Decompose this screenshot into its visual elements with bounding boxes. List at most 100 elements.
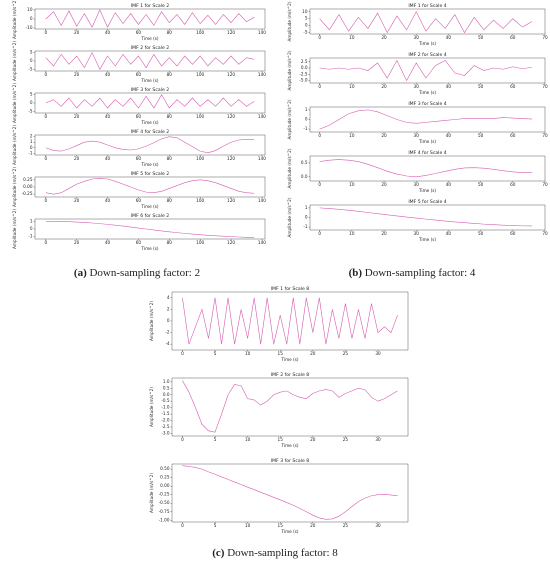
x-tick-label: 20 — [310, 351, 316, 356]
x-tick-label: 5 — [214, 523, 217, 528]
x-tick-label: 15 — [278, 523, 284, 528]
y-tick-label: -0.75 — [159, 509, 170, 514]
y-tick-label: 0 — [30, 58, 33, 63]
x-axis-label: Time (s) — [140, 162, 158, 167]
x-tick-label: 80 — [167, 198, 173, 203]
x-tick-label: 15 — [278, 351, 284, 356]
x-tick-label: 120 — [227, 240, 235, 245]
plot-title: IMF 6 for Scale 2 — [131, 213, 169, 219]
plot-title: IMF 2 for Scale 2 — [131, 45, 169, 51]
y-tick-label: -5 — [28, 66, 33, 71]
x-tick-label: 5 — [214, 437, 217, 442]
y-tick-label: 0 — [305, 215, 308, 220]
y-axis-label: Amplitude (m/s^2) — [149, 387, 154, 427]
y-tick-label: 0 — [305, 117, 308, 122]
y-tick-label: 0 — [305, 23, 308, 28]
x-tick-label: 60 — [510, 35, 516, 40]
x-tick-label: 60 — [136, 240, 142, 245]
x-tick-label: 70 — [542, 182, 548, 187]
y-axis-label: Amplitude (m/s^2) — [12, 83, 17, 123]
x-tick-label: 40 — [105, 72, 111, 77]
x-tick-label: 25 — [343, 351, 349, 356]
y-tick-label: 0.0 — [163, 392, 170, 397]
x-tick-label: 30 — [375, 351, 381, 356]
plot-title: IMF 1 for Scale 8 — [271, 286, 309, 292]
plot-title: IMF 5 for Scale 4 — [408, 199, 446, 205]
x-tick-label: 70 — [542, 35, 548, 40]
caption-label: (b) — [349, 267, 363, 279]
y-tick-label: -1.5 — [161, 411, 170, 416]
x-tick-label: 15 — [278, 437, 284, 442]
x-tick-label: 30 — [375, 437, 381, 442]
y-tick-label: -0.50 — [159, 500, 170, 505]
x-tick-label: 140 — [258, 240, 266, 245]
x-tick-label: 0 — [181, 523, 184, 528]
y-tick-label: 0.25 — [23, 177, 33, 182]
y-axis-label: Amplitude (m/s^2) — [287, 197, 292, 237]
x-tick-label: 30 — [414, 182, 420, 187]
line — [319, 59, 533, 82]
x-tick-label: 0 — [318, 84, 321, 89]
x-tick-label: 40 — [105, 30, 111, 35]
x-tick-label: 20 — [381, 84, 387, 89]
y-axis-label: Amplitude (m/s^2) — [12, 167, 17, 207]
x-tick-label: 100 — [196, 156, 204, 161]
line — [319, 207, 533, 227]
y-axis-label: Amplitude (m/s^2) — [287, 50, 292, 90]
line — [319, 109, 533, 130]
x-tick-label: 140 — [258, 72, 266, 77]
x-tick-label: 60 — [136, 198, 142, 203]
y-axis-label: Amplitude (m/s^2) — [12, 125, 17, 165]
x-tick-label: 40 — [446, 182, 452, 187]
x-tick-label: 40 — [446, 84, 452, 89]
x-tick-label: 140 — [258, 156, 266, 161]
y-tick-label: -0.25 — [22, 191, 33, 196]
line — [319, 159, 533, 178]
y-tick-label: 10 — [302, 9, 308, 14]
x-tick-label: 30 — [414, 35, 420, 40]
plot-title: IMF 2 for Scale 4 — [408, 52, 446, 58]
plot-title: IMF 5 for Scale 2 — [131, 171, 169, 177]
x-tick-label: 20 — [381, 231, 387, 236]
x-tick-label: 0 — [44, 156, 47, 161]
x-tick-label: 140 — [258, 198, 266, 203]
y-axis-label: Amplitude (m/s^2) — [149, 473, 154, 513]
y-tick-label: 1 — [30, 139, 33, 144]
y-tick-label: -0.25 — [159, 492, 170, 497]
x-tick-label: 20 — [381, 35, 387, 40]
x-tick-label: 10 — [349, 231, 355, 236]
plot-frame — [309, 106, 546, 133]
x-tick-label: 80 — [167, 156, 173, 161]
x-tick-label: 0 — [181, 351, 184, 356]
plot-title: IMF 4 for Scale 4 — [408, 150, 446, 156]
x-tick-label: 120 — [227, 72, 235, 77]
x-tick-label: 60 — [136, 156, 142, 161]
y-tick-label: 0.25 — [160, 475, 170, 480]
y-tick-label: -1.0 — [161, 405, 170, 410]
y-tick-label: 4 — [167, 295, 170, 300]
x-tick-label: 0 — [318, 231, 321, 236]
x-tick-label: 100 — [196, 30, 204, 35]
x-tick-label: 20 — [310, 437, 316, 442]
x-tick-label: 80 — [167, 72, 173, 77]
y-tick-label: -5.0 — [299, 78, 308, 83]
y-axis-label: Amplitude (m/s^2) — [149, 301, 154, 341]
x-tick-label: 0 — [318, 35, 321, 40]
y-tick-label: 0.0 — [301, 174, 308, 179]
plot-title: IMF 3 for Scale 8 — [271, 458, 309, 464]
y-tick-label: 0.5 — [163, 385, 170, 390]
y-tick-label: 1 — [305, 205, 308, 210]
x-axis-label: Time (s) — [140, 246, 158, 251]
x-tick-label: 10 — [349, 182, 355, 187]
plot-frame — [309, 155, 546, 182]
x-tick-label: 100 — [196, 198, 204, 203]
y-axis-label: Amplitude (m/s^2) — [12, 209, 17, 249]
line — [45, 221, 255, 238]
x-tick-label: 100 — [196, 72, 204, 77]
x-tick-label: 20 — [74, 198, 80, 203]
x-tick-label: 20 — [381, 182, 387, 187]
line — [45, 9, 255, 28]
x-tick-label: 60 — [510, 231, 516, 236]
x-tick-label: 60 — [510, 133, 516, 138]
